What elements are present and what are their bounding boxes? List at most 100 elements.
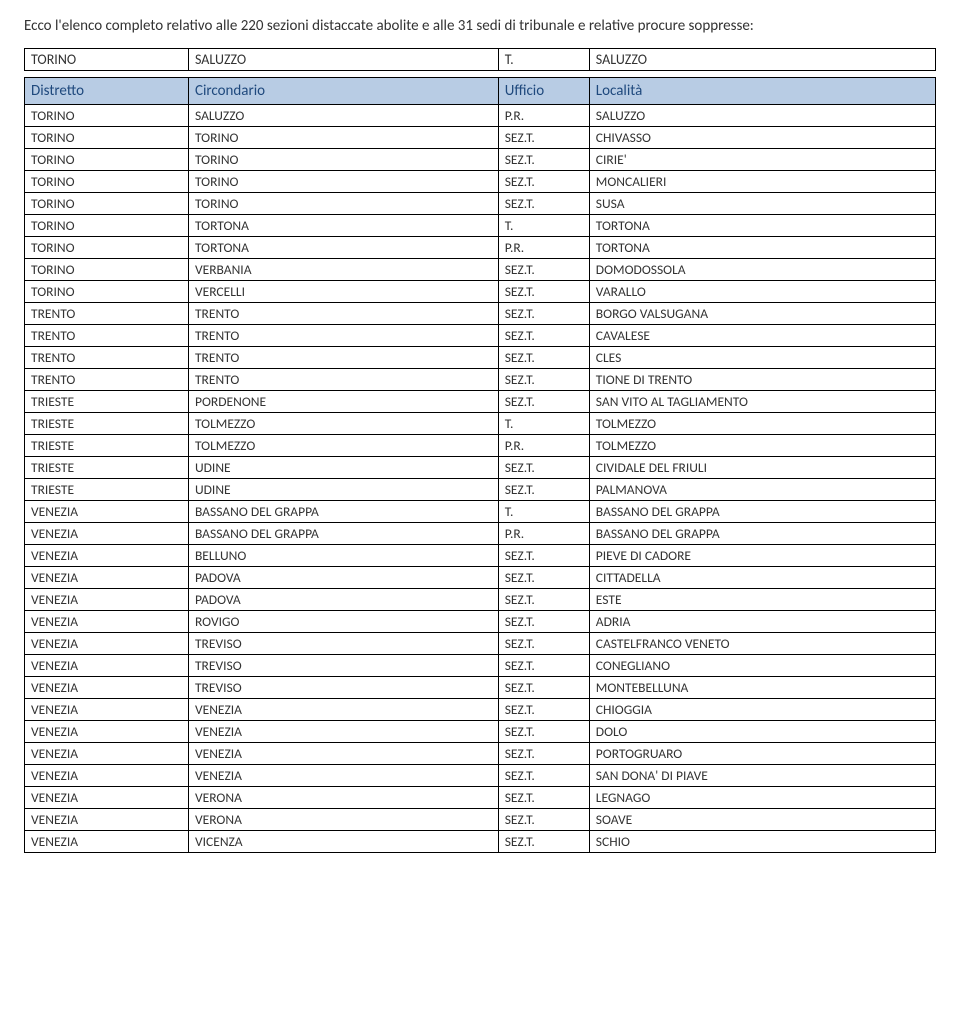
table-cell: MONCALIERI — [589, 171, 935, 193]
table-cell: TORINO — [188, 127, 498, 149]
table-row: TRENTOTRENTOSEZ.T.TIONE DI TRENTO — [25, 369, 936, 391]
table-cell: SEZ.T. — [498, 171, 589, 193]
top-row: TORINO SALUZZO T. SALUZZO — [25, 49, 936, 71]
table-cell: TORINO — [25, 127, 189, 149]
table-cell: VENEZIA — [25, 567, 189, 589]
header-localita: Località — [589, 78, 935, 105]
table-cell: T. — [498, 501, 589, 523]
top-row-cell: TORINO — [25, 49, 189, 71]
table-cell: CIVIDALE DEL FRIULI — [589, 457, 935, 479]
table-row: VENEZIAVENEZIASEZ.T.DOLO — [25, 721, 936, 743]
table-cell: TORTONA — [188, 237, 498, 259]
table-row: TRIESTEPORDENONESEZ.T.SAN VITO AL TAGLIA… — [25, 391, 936, 413]
table-row: TORINOTORINOSEZ.T.CHIVASSO — [25, 127, 936, 149]
table-cell: SALUZZO — [589, 105, 935, 127]
table-row: TRIESTEUDINESEZ.T.CIVIDALE DEL FRIULI — [25, 457, 936, 479]
table-cell: TREVISO — [188, 633, 498, 655]
table-cell: VARALLO — [589, 281, 935, 303]
table-cell: PORTOGRUARO — [589, 743, 935, 765]
table-cell: TREVISO — [188, 677, 498, 699]
table-cell: TORTONA — [589, 237, 935, 259]
table-row: VENEZIABASSANO DEL GRAPPAT.BASSANO DEL G… — [25, 501, 936, 523]
table-cell: SEZ.T. — [498, 303, 589, 325]
table-cell: TRIESTE — [25, 435, 189, 457]
table-row: TORINOSALUZZOP.R.SALUZZO — [25, 105, 936, 127]
table-cell: TRENTO — [188, 369, 498, 391]
table-cell: SEZ.T. — [498, 325, 589, 347]
table-cell: TORINO — [188, 149, 498, 171]
table-cell: SEZ.T. — [498, 677, 589, 699]
table-cell: VENEZIA — [188, 699, 498, 721]
table-cell: VERCELLI — [188, 281, 498, 303]
table-cell: TORINO — [25, 193, 189, 215]
table-cell: SEZ.T. — [498, 633, 589, 655]
top-row-cell: SALUZZO — [589, 49, 935, 71]
table-cell: TORINO — [188, 171, 498, 193]
table-cell: BASSANO DEL GRAPPA — [188, 523, 498, 545]
table-cell: P.R. — [498, 435, 589, 457]
table-cell: TORINO — [25, 237, 189, 259]
table-cell: TOLMEZZO — [589, 413, 935, 435]
table-cell: TORINO — [25, 105, 189, 127]
table-cell: VENEZIA — [25, 787, 189, 809]
table-cell: PADOVA — [188, 589, 498, 611]
table-cell: SEZ.T. — [498, 567, 589, 589]
table-row: TRENTOTRENTOSEZ.T.CLES — [25, 347, 936, 369]
table-cell: CLES — [589, 347, 935, 369]
table-cell: CASTELFRANCO VENETO — [589, 633, 935, 655]
table-cell: VENEZIA — [25, 831, 189, 853]
table-cell: TOLMEZZO — [188, 435, 498, 457]
table-cell: VENEZIA — [25, 523, 189, 545]
table-cell: TOLMEZZO — [589, 435, 935, 457]
table-cell: SOAVE — [589, 809, 935, 831]
table-cell: TRENTO — [25, 303, 189, 325]
table-cell: VENEZIA — [25, 699, 189, 721]
table-cell: TIONE DI TRENTO — [589, 369, 935, 391]
table-cell: SEZ.T. — [498, 611, 589, 633]
table-cell: T. — [498, 215, 589, 237]
table-cell: BELLUNO — [188, 545, 498, 567]
table-row: TRIESTETOLMEZZOP.R.TOLMEZZO — [25, 435, 936, 457]
table-cell: SEZ.T. — [498, 391, 589, 413]
table-cell: SEZ.T. — [498, 127, 589, 149]
table-row: VENEZIAVERONASEZ.T.SOAVE — [25, 809, 936, 831]
table-cell: TORINO — [25, 171, 189, 193]
table-row: VENEZIATREVISOSEZ.T.CASTELFRANCO VENETO — [25, 633, 936, 655]
table-row: TRIESTEUDINESEZ.T.PALMANOVA — [25, 479, 936, 501]
table-row: VENEZIABASSANO DEL GRAPPAP.R.BASSANO DEL… — [25, 523, 936, 545]
table-cell: MONTEBELLUNA — [589, 677, 935, 699]
table-cell: SAN VITO AL TAGLIAMENTO — [589, 391, 935, 413]
header-distretto: Distretto — [25, 78, 189, 105]
table-row: TORINOTORTONAT.TORTONA — [25, 215, 936, 237]
table-row: VENEZIABELLUNOSEZ.T.PIEVE DI CADORE — [25, 545, 936, 567]
table-cell: TRENTO — [188, 303, 498, 325]
table-cell: SEZ.T. — [498, 765, 589, 787]
table-cell: VICENZA — [188, 831, 498, 853]
table-cell: CHIVASSO — [589, 127, 935, 149]
table-row: TRENTOTRENTOSEZ.T.CAVALESE — [25, 325, 936, 347]
table-cell: TORINO — [188, 193, 498, 215]
table-cell: SEZ.T. — [498, 589, 589, 611]
table-cell: DOMODOSSOLA — [589, 259, 935, 281]
top-row-cell: T. — [498, 49, 589, 71]
table-cell: BASSANO DEL GRAPPA — [589, 523, 935, 545]
table-cell: BASSANO DEL GRAPPA — [589, 501, 935, 523]
table-row: VENEZIAVENEZIASEZ.T.PORTOGRUARO — [25, 743, 936, 765]
table-cell: VENEZIA — [25, 809, 189, 831]
header-ufficio: Ufficio — [498, 78, 589, 105]
intro-paragraph: Ecco l'elenco completo relativo alle 220… — [24, 16, 936, 36]
table-cell: VENEZIA — [25, 677, 189, 699]
table-cell: TORINO — [25, 215, 189, 237]
table-cell: PORDENONE — [188, 391, 498, 413]
table-cell: UDINE — [188, 457, 498, 479]
table-cell: VENEZIA — [25, 501, 189, 523]
table-cell: TREVISO — [188, 655, 498, 677]
table-row: TORINOVERBANIASEZ.T.DOMODOSSOLA — [25, 259, 936, 281]
table-cell: TORTONA — [589, 215, 935, 237]
table-cell: SEZ.T. — [498, 281, 589, 303]
table-cell: VENEZIA — [25, 611, 189, 633]
table-cell: VERBANIA — [188, 259, 498, 281]
table-row: TORINOTORINOSEZ.T.CIRIE' — [25, 149, 936, 171]
table-cell: CONEGLIANO — [589, 655, 935, 677]
table-cell: SAN DONA' DI PIAVE — [589, 765, 935, 787]
